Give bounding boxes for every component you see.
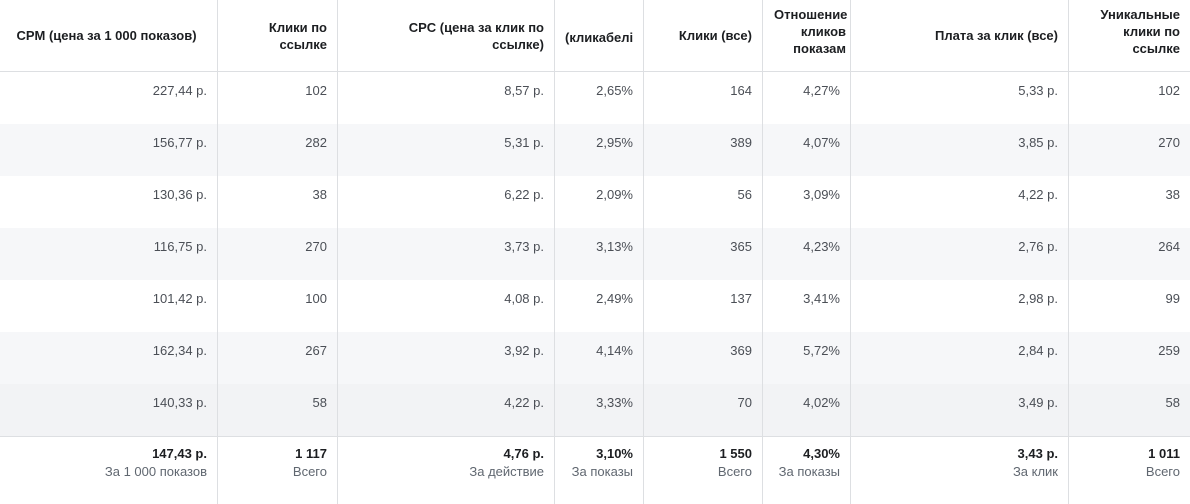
table-cell: 2,95% (555, 124, 644, 176)
column-header-label: Уникальные клики по ссылке (1100, 7, 1180, 56)
table-cell: 227,44 р. (0, 72, 218, 124)
column-header-label: CPM (цена за 1 000 показов) (16, 28, 197, 43)
table-cell: 102 (218, 72, 338, 124)
table-cell: 100 (218, 280, 338, 332)
table-cell: 5,33 р. (851, 72, 1069, 124)
total-cell: 147,43 р. За 1 000 показов (0, 436, 218, 504)
table-cell: 282 (218, 124, 338, 176)
table-cell: 3,41% (763, 280, 851, 332)
table-cell: 156,77 р. (0, 124, 218, 176)
table-cell: 3,73 р. (338, 228, 555, 280)
column-header-cpc[interactable]: CPC (цена за клик по ссылке) (338, 0, 555, 72)
column-header-link-clicks[interactable]: Клики по ссылке (218, 0, 338, 72)
table-cell: 8,57 р. (338, 72, 555, 124)
table-cell: 4,23% (763, 228, 851, 280)
table-cell: 270 (218, 228, 338, 280)
table-cell: 3,49 р. (851, 384, 1069, 436)
total-label: Всего (1145, 464, 1180, 479)
table-cell: 3,33% (555, 384, 644, 436)
table-cell: 2,65% (555, 72, 644, 124)
table-cell: 4,22 р. (851, 176, 1069, 228)
total-value: 3,43 р. (1017, 446, 1058, 461)
total-label: За 1 000 показов (104, 464, 207, 479)
total-value: 1 550 (719, 446, 752, 461)
total-value: 147,43 р. (152, 446, 207, 461)
table-cell: 4,08 р. (338, 280, 555, 332)
table-cell: 267 (218, 332, 338, 384)
total-cell: 1 550 Всего (644, 436, 763, 504)
table-cell: 56 (644, 176, 763, 228)
column-header-click-ratio[interactable]: Отношение кликов показам (763, 0, 851, 72)
table-cell: 58 (1069, 384, 1190, 436)
table-cell: 3,09% (763, 176, 851, 228)
total-label: За показы (571, 464, 633, 479)
total-value: 1 117 (295, 446, 327, 461)
table-cell: 2,98 р. (851, 280, 1069, 332)
column-header-cost-per-click-all[interactable]: Плата за клик (все) (851, 0, 1069, 72)
table-cell: 4,07% (763, 124, 851, 176)
total-label: Всего (717, 464, 752, 479)
table-cell: 3,85 р. (851, 124, 1069, 176)
table-cell: 99 (1069, 280, 1190, 332)
total-label: За показы (778, 464, 840, 479)
table-cell: 162,34 р. (0, 332, 218, 384)
table-cell: 3,92 р. (338, 332, 555, 384)
table-cell: 70 (644, 384, 763, 436)
table-cell: 140,33 р. (0, 384, 218, 436)
total-cell: 1 117 Всего (218, 436, 338, 504)
column-header-label: (кликабелі (565, 30, 634, 45)
table-cell: 259 (1069, 332, 1190, 384)
column-header-label: Клики по ссылке (268, 19, 327, 52)
column-header-label: Клики (все) (678, 28, 752, 43)
table-cell: 2,49% (555, 280, 644, 332)
column-header-ctr[interactable]: (кликабелі (555, 0, 644, 72)
table-cell: 3,13% (555, 228, 644, 280)
table-cell: 4,02% (763, 384, 851, 436)
total-value: 4,76 р. (503, 446, 544, 461)
table-cell: 4,22 р. (338, 384, 555, 436)
total-value: 3,10% (596, 446, 633, 461)
column-header-unique-link-clicks[interactable]: Уникальные клики по ссылке (1069, 0, 1190, 72)
table-cell: 164 (644, 72, 763, 124)
table-cell: 38 (218, 176, 338, 228)
column-header-cpm[interactable]: CPM (цена за 1 000 показов) (0, 0, 218, 72)
column-header-label: Отношение кликов показам (774, 7, 848, 56)
table-cell: 102 (1069, 72, 1190, 124)
total-cell: 4,76 р. За действие (338, 436, 555, 504)
table-cell: 4,27% (763, 72, 851, 124)
table-cell: 2,76 р. (851, 228, 1069, 280)
table-cell: 270 (1069, 124, 1190, 176)
total-value: 1 011 (1148, 446, 1180, 461)
table-cell: 4,14% (555, 332, 644, 384)
table-cell: 2,09% (555, 176, 644, 228)
table-cell: 2,84 р. (851, 332, 1069, 384)
total-value: 4,30% (803, 446, 840, 461)
table-cell: 101,42 р. (0, 280, 218, 332)
table-cell: 58 (218, 384, 338, 436)
total-label: За действие (469, 464, 544, 479)
column-header-clicks-all[interactable]: Клики (все) (644, 0, 763, 72)
total-cell: 3,10% За показы (555, 436, 644, 504)
table-cell: 130,36 р. (0, 176, 218, 228)
table-cell: 116,75 р. (0, 228, 218, 280)
table-cell: 5,31 р. (338, 124, 555, 176)
table-cell: 6,22 р. (338, 176, 555, 228)
table-cell: 264 (1069, 228, 1190, 280)
total-cell: 3,43 р. За клик (851, 436, 1069, 504)
table-cell: 369 (644, 332, 763, 384)
column-header-label: Плата за клик (все) (935, 28, 1058, 43)
total-label: За клик (1012, 464, 1058, 479)
table-cell: 365 (644, 228, 763, 280)
total-cell: 1 011 Всего (1069, 436, 1190, 504)
table-cell: 5,72% (763, 332, 851, 384)
table-cell: 137 (644, 280, 763, 332)
table-cell: 389 (644, 124, 763, 176)
column-header-label: CPC (цена за клик по ссылке) (408, 19, 544, 52)
table-cell: 38 (1069, 176, 1190, 228)
total-label: Всего (292, 464, 327, 479)
total-cell: 4,30% За показы (763, 436, 851, 504)
